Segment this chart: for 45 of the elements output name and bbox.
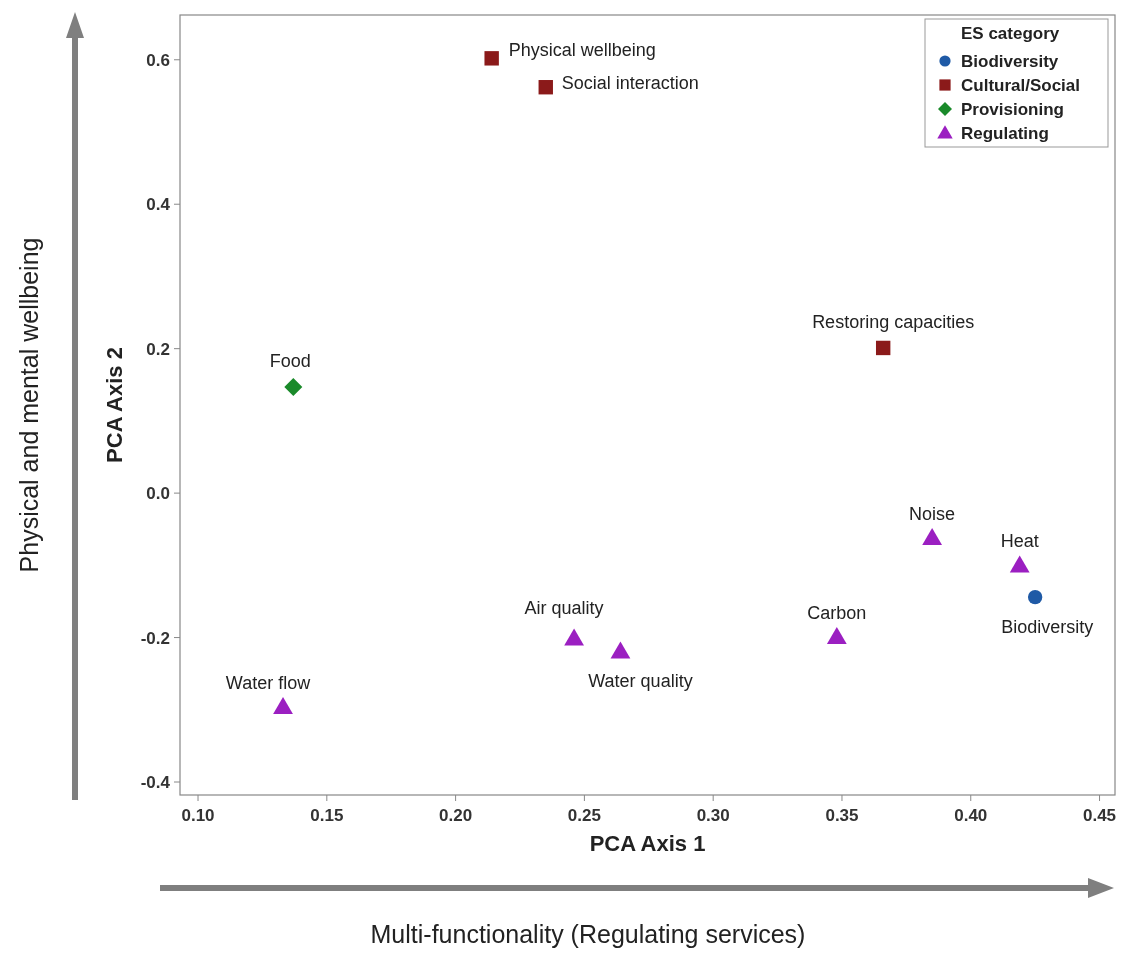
y-tick-label: 0.6 bbox=[146, 50, 170, 70]
point bbox=[284, 377, 303, 396]
point bbox=[273, 696, 293, 715]
annotation: Physical wellbeing bbox=[508, 40, 656, 61]
annotation: Water flow bbox=[225, 672, 312, 693]
y-tick-label: -0.4 bbox=[140, 773, 171, 792]
y-tick-label: 0.2 bbox=[146, 339, 170, 359]
text: Physical and mental wellbeing bbox=[15, 237, 43, 573]
legend-label: Biodiversity bbox=[961, 52, 1059, 71]
annotation: Noise bbox=[909, 503, 956, 524]
text: Multi-functionality (Regulating services) bbox=[370, 920, 806, 948]
y-tick-label: 0.0 bbox=[146, 484, 170, 504]
x-axis-title: PCA Axis 1 bbox=[589, 831, 706, 856]
x-tick-label: 0.35 bbox=[825, 806, 859, 825]
annotation: Biodiversity bbox=[1001, 617, 1094, 638]
x-tick-label: 0.30 bbox=[696, 806, 730, 825]
point bbox=[610, 641, 631, 659]
y-tick-label: 0.4 bbox=[146, 195, 171, 215]
legend-title: ES category bbox=[961, 24, 1060, 43]
annotation: Food bbox=[269, 350, 311, 371]
point bbox=[922, 527, 943, 546]
annotation: Social interaction bbox=[561, 73, 699, 94]
y-axis-title: PCA Axis 2 bbox=[102, 347, 127, 463]
x-tick-label: 0.10 bbox=[181, 806, 215, 825]
annotation: Water quality bbox=[588, 671, 693, 692]
point bbox=[564, 628, 584, 646]
point bbox=[1027, 589, 1043, 605]
legend-label: Regulating bbox=[961, 124, 1049, 143]
point bbox=[538, 80, 553, 95]
x-tick-label: 0.40 bbox=[954, 806, 988, 825]
legend-label: Provisioning bbox=[961, 100, 1064, 119]
x-tick-label: 0.45 bbox=[1083, 806, 1117, 825]
annotation: Air quality bbox=[524, 598, 604, 619]
point bbox=[1009, 555, 1030, 573]
point bbox=[484, 51, 499, 66]
x-tick-label: 0.20 bbox=[439, 806, 473, 825]
annotation: Heat bbox=[1000, 531, 1039, 552]
x-tick-label: 0.25 bbox=[567, 806, 601, 825]
point bbox=[875, 340, 891, 356]
y-tick-label: -0.2 bbox=[140, 628, 170, 648]
x-tick-label: 0.15 bbox=[310, 806, 344, 825]
legend-label: Cultural/Social bbox=[961, 76, 1081, 95]
annotation: Carbon bbox=[807, 602, 867, 623]
annotation: Restoring capacities bbox=[812, 311, 975, 332]
point bbox=[826, 626, 847, 645]
